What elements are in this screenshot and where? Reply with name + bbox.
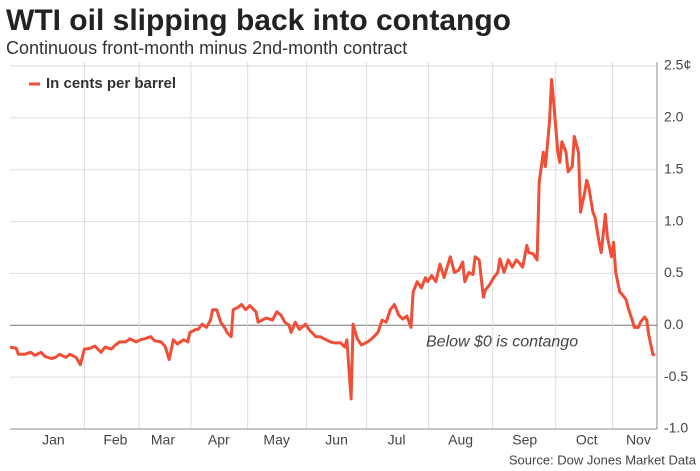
- chart-subtitle: Continuous front-month minus 2nd-month c…: [6, 38, 407, 58]
- x-tick-label: Mar: [151, 432, 175, 448]
- x-tick-label: May: [263, 432, 289, 448]
- x-tick-label: Aug: [448, 432, 473, 448]
- x-tick-label: Jan: [42, 432, 65, 448]
- x-tick-label: Feb: [103, 432, 127, 448]
- x-tick-label: Sep: [512, 432, 537, 448]
- legend-label: In cents per barrel: [46, 75, 176, 92]
- annotation: Below $0 is contango: [426, 334, 578, 351]
- y-tick-label: -1.0: [664, 420, 688, 436]
- source: Source: Dow Jones Market Data: [509, 452, 697, 467]
- x-tick-label: Nov: [626, 432, 651, 448]
- y-tick-label: 1.0: [664, 212, 684, 228]
- y-tick-label: -0.5: [664, 368, 688, 384]
- y-tick-label: 0.5: [664, 264, 684, 280]
- y-tick-label: 1.5: [664, 160, 684, 176]
- x-tick-label: Jun: [325, 432, 348, 448]
- y-tick-label: 0.0: [664, 316, 684, 332]
- y-tick-label: 2.0: [664, 109, 684, 125]
- chart-title: WTI oil slipping back into contango: [6, 4, 511, 37]
- data-line: [9, 78, 656, 401]
- x-tick-label: Oct: [576, 432, 598, 448]
- x-tick-label: Apr: [208, 432, 230, 448]
- y-tick-label: 2.5¢: [664, 57, 691, 73]
- x-tick-label: Jul: [388, 432, 406, 448]
